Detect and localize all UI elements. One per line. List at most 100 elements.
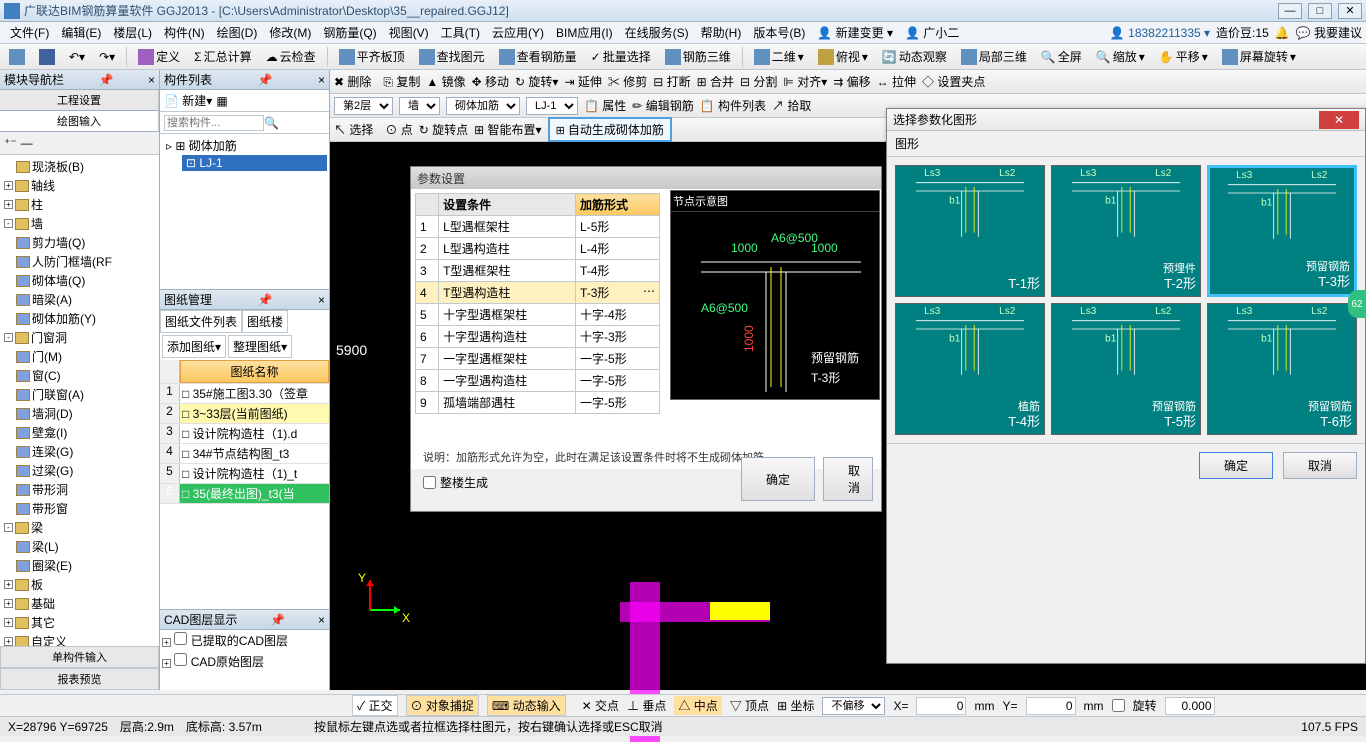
mirror-button[interactable]: ▲ 镜像: [426, 73, 465, 90]
minimize-button[interactable]: —: [1278, 3, 1302, 19]
batch-sel-button[interactable]: ✓ 批量选择: [586, 45, 656, 68]
tree-toggle[interactable]: +: [4, 580, 13, 589]
tab-draw-input[interactable]: 绘图输入: [0, 111, 159, 132]
param-row[interactable]: 4T型遇构造柱T-3形 ⋯: [416, 282, 660, 304]
undo-icon[interactable]: ↶▾: [64, 47, 90, 67]
category-select[interactable]: 墙: [399, 97, 440, 115]
menu-item[interactable]: 绘图(D): [211, 24, 264, 42]
maximize-button[interactable]: □: [1308, 3, 1332, 19]
pin-icon[interactable]: 📌: [258, 73, 273, 87]
param-row[interactable]: 3T型遇框架柱T-4形: [416, 260, 660, 282]
offset-select[interactable]: 不偏移: [822, 697, 885, 715]
rotate-checkbox[interactable]: [1112, 699, 1125, 712]
tree-item[interactable]: - 门窗洞: [2, 328, 157, 347]
new-change-button[interactable]: 👤 新建变更 ▾: [811, 22, 899, 43]
tree-toggle[interactable]: +: [4, 200, 13, 209]
pan-button[interactable]: ✋ 平移▾: [1154, 45, 1213, 68]
tree-item[interactable]: - 梁: [2, 518, 157, 537]
tree-item[interactable]: + 其它: [2, 613, 157, 632]
drawing-row[interactable]: 2□ 3~33层(当前图纸): [160, 404, 329, 424]
menu-item[interactable]: 工具(T): [435, 24, 486, 42]
component-search-input[interactable]: [164, 115, 264, 131]
shape-option[interactable]: Ls3Ls2b1植筋T-4形: [895, 303, 1045, 435]
tree-item[interactable]: + 板: [2, 575, 157, 594]
select-button[interactable]: ↖ 选择: [334, 121, 373, 138]
bell-icon[interactable]: 🔔: [1275, 26, 1290, 40]
param-row[interactable]: 2L型遇构造柱L-4形: [416, 238, 660, 260]
tree-item[interactable]: 现浇板(B): [2, 157, 157, 176]
dynamic-input-toggle[interactable]: ⌨ 动态输入: [487, 695, 566, 716]
edit-rebar-button[interactable]: ✏ 编辑钢筋: [632, 97, 693, 114]
menu-item[interactable]: 钢筋量(Q): [317, 24, 382, 42]
rot-input[interactable]: [1165, 697, 1215, 715]
top-snap[interactable]: ▽ 顶点: [730, 697, 769, 714]
panel-close-icon[interactable]: ×: [318, 73, 325, 87]
snap-toggle[interactable]: ⊙ 对象捕捉: [406, 695, 479, 716]
new-component-button[interactable]: 📄 新建▾: [164, 92, 212, 109]
tree-item[interactable]: 过梁(G): [2, 461, 157, 480]
perp-snap[interactable]: ⊥ 垂点: [627, 697, 666, 714]
param-cancel-button[interactable]: 取消: [823, 457, 873, 501]
tree-item[interactable]: 门(M): [2, 347, 157, 366]
point-button[interactable]: ⊙ 点: [385, 121, 412, 138]
auto-gen-button[interactable]: ⊞ 自动生成砌体加筋: [548, 117, 672, 142]
param-row[interactable]: 8一字型遇构造柱一字-5形: [416, 370, 660, 392]
extracted-layer-checkbox[interactable]: [174, 632, 187, 645]
tab-drawing-files[interactable]: 图纸文件列表: [160, 310, 242, 333]
dyn-obs-button[interactable]: 🔄 动态观察: [877, 45, 952, 68]
clist-nav-icon[interactable]: ▦: [216, 94, 227, 108]
tree-item[interactable]: 墙洞(D): [2, 404, 157, 423]
open-icon[interactable]: [4, 46, 30, 68]
x-input[interactable]: [916, 697, 966, 715]
break-button[interactable]: ⊟ 打断: [653, 73, 690, 90]
user2-button[interactable]: 👤 广小二: [899, 22, 965, 43]
shape-option[interactable]: Ls3Ls2b1预埋件T-2形: [1051, 165, 1201, 297]
menu-item[interactable]: 文件(F): [4, 24, 55, 42]
attr-button[interactable]: 📋 属性: [584, 97, 626, 114]
tree-expand-icon[interactable]: ⁺⁻: [4, 136, 17, 150]
find-button[interactable]: 查找图元: [414, 45, 490, 68]
dialog-close-button[interactable]: ✕: [1319, 111, 1359, 129]
component-root[interactable]: ▹ ⊞ 砌体加筋: [162, 136, 327, 155]
panel-close-icon[interactable]: ×: [148, 73, 155, 87]
smart-layout-button[interactable]: ⊞ 智能布置▾: [474, 121, 541, 138]
tree-item[interactable]: 人防门框墙(RF: [2, 252, 157, 271]
menu-item[interactable]: 构件(N): [158, 24, 211, 42]
stretch-button[interactable]: ↔ 拉伸: [877, 73, 916, 90]
original-layer-checkbox[interactable]: [174, 653, 187, 666]
add-drawing-button[interactable]: 添加图纸▾: [162, 335, 226, 358]
param-row[interactable]: 6十字型遇构造柱十字-3形: [416, 326, 660, 348]
tree-item[interactable]: 壁龛(I): [2, 423, 157, 442]
floor-select[interactable]: 第2层: [334, 97, 393, 115]
set-grip-button[interactable]: ◇ 设置夹点: [922, 73, 985, 90]
tree-item[interactable]: + 自定义: [2, 632, 157, 646]
rebar3d-button[interactable]: 钢筋三维: [660, 45, 736, 68]
phone-number[interactable]: 👤 18382211335 ▾: [1110, 26, 1210, 40]
menu-item[interactable]: 视图(V): [383, 24, 435, 42]
zoom-button[interactable]: 🔍 缩放▾: [1091, 45, 1150, 68]
drawing-row[interactable]: 1□ 35#施工图3.30（签章: [160, 384, 329, 404]
ortho-toggle[interactable]: ✓ 正交: [352, 695, 398, 716]
tree-toggle[interactable]: -: [4, 333, 13, 342]
screen-rot-button[interactable]: 屏幕旋转▾: [1217, 45, 1301, 68]
param-row[interactable]: 1L型遇框架柱L-5形: [416, 216, 660, 238]
split-button[interactable]: ⊟ 分割: [740, 73, 777, 90]
component-select[interactable]: LJ-1: [526, 97, 578, 115]
search-icon[interactable]: 🔍: [264, 116, 279, 130]
fullscreen-button[interactable]: 🔍 全屏: [1036, 45, 1087, 68]
tree-item[interactable]: 圈梁(E): [2, 556, 157, 575]
menu-item[interactable]: 修改(M): [263, 24, 317, 42]
tree-item[interactable]: + 柱: [2, 195, 157, 214]
shape-option[interactable]: Ls3Ls2b1预留钢筋T-5形: [1051, 303, 1201, 435]
menu-item[interactable]: 在线服务(S): [619, 24, 695, 42]
menu-item[interactable]: 帮助(H): [695, 24, 748, 42]
menu-item[interactable]: 编辑(E): [55, 24, 107, 42]
extend-button[interactable]: ⇥ 延伸: [564, 73, 601, 90]
tree-item[interactable]: 带形窗: [2, 499, 157, 518]
y-input[interactable]: [1026, 697, 1076, 715]
tab-project-settings[interactable]: 工程设置: [0, 90, 159, 110]
component-item[interactable]: ⊡ LJ-1: [182, 155, 327, 171]
tree-item[interactable]: 连梁(G): [2, 442, 157, 461]
type-select[interactable]: 砌体加筋: [446, 97, 520, 115]
pick-button[interactable]: ↗ 拾取: [772, 97, 811, 114]
